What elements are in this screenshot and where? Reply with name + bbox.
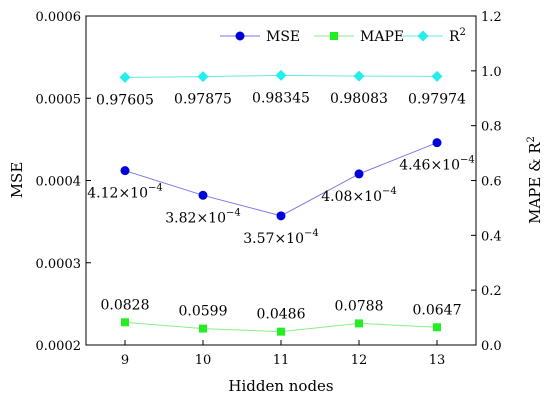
mape-legend-label-text: MAPE — [360, 29, 404, 45]
y-right-tick-label: 0.6 — [481, 175, 502, 190]
y-right-tick-label: 0.4 — [481, 229, 502, 244]
x-tick-label: 11 — [273, 353, 290, 368]
y-right-axis-title-sup: 2 — [526, 136, 537, 142]
y-left-tick-label: 0.0003 — [36, 257, 82, 272]
mse-data-label-exp: −4 — [382, 186, 397, 197]
mse-point — [354, 169, 364, 179]
r-legend-label-sup: 2 — [460, 27, 466, 38]
y-right-tick-label: 1.2 — [481, 10, 502, 25]
y-left-tick-label: 0.0002 — [36, 339, 82, 354]
mse-data-label-base: 3.82×10 — [165, 210, 226, 226]
mse-data-label-base: 3.57×10 — [243, 231, 304, 247]
mse-data-label: 3.82×10−4 — [165, 207, 240, 226]
y-left-tick-label: 0.0005 — [36, 92, 82, 107]
mape-data-label: 0.0486 — [257, 307, 306, 323]
y-left-tick-label: 0.0004 — [36, 175, 82, 190]
plot-frame — [85, 15, 477, 346]
mse-point — [276, 211, 286, 221]
r-point — [197, 71, 209, 83]
mape-data-label: 0.0599 — [179, 304, 228, 320]
mse-data-label-exp: −4 — [460, 155, 475, 166]
y-right-tick-label: 1.0 — [481, 65, 502, 80]
ticks-layer: 9 10 11 12 13 0.0002 0.0003 0.0004 0.0005 0.0006 0… — [36, 10, 502, 368]
mse-point — [198, 190, 208, 200]
legend: MSE MAPE R2 — [220, 27, 466, 45]
y-left-tick-label: 0.0006 — [36, 10, 82, 25]
r-data-label: 0.97605 — [96, 92, 154, 108]
mape-point — [355, 319, 363, 328]
data-labels-layer: 4.12×10−43.82×10−43.57×10−44.08×10−44.46… — [87, 90, 474, 322]
r-data-label: 0.97974 — [408, 91, 466, 107]
mse-legend-label-text: MSE — [266, 29, 300, 45]
mape-data-label: 0.0828 — [101, 297, 150, 313]
mse-data-label: 4.12×10−4 — [87, 183, 162, 202]
r-legend-label: R2 — [449, 27, 466, 45]
series-layer — [119, 69, 443, 336]
mape-point — [433, 323, 441, 332]
r-legend-label-base: R — [449, 29, 460, 45]
y-left-axis-title: MSE — [8, 162, 26, 199]
r-data-label: 0.98083 — [330, 91, 388, 107]
y-right-tick-label: 0.8 — [481, 120, 502, 135]
mse-series-line — [124, 142, 438, 217]
x-tick-label: 9 — [121, 353, 129, 368]
mape-data-label: 0.0647 — [413, 302, 462, 318]
r-data-label: 0.98345 — [252, 90, 310, 106]
mse-data-label-base: 4.12×10 — [87, 186, 148, 202]
y-right-axis-title-base: MAPE & R — [526, 142, 544, 224]
r-point — [275, 69, 287, 81]
y-right-tick-label: 0.2 — [481, 284, 502, 299]
mse-legend-label: MSE — [266, 29, 300, 45]
mape-point — [199, 324, 207, 333]
mse-data-label-base: 4.08×10 — [321, 189, 382, 205]
r-point — [431, 70, 443, 82]
mse-data-label: 4.46×10−4 — [399, 155, 474, 174]
mse-data-label-exp: −4 — [226, 207, 241, 218]
r-data-label: 0.97875 — [174, 92, 232, 108]
mse-data-label-base: 4.46×10 — [399, 158, 460, 174]
x-tick-label: 12 — [351, 353, 368, 368]
mse-data-label-exp: −4 — [304, 228, 319, 239]
mse-data-label: 3.57×10−4 — [243, 228, 318, 247]
x-axis-title: Hidden nodes — [228, 377, 333, 395]
mape-legend-label: MAPE — [360, 29, 404, 45]
mse-data-label-exp: −4 — [148, 183, 163, 194]
mse-data-label: 4.08×10−4 — [321, 186, 396, 205]
mse-legend-marker — [235, 31, 245, 41]
mape-legend-marker — [330, 32, 338, 40]
mape-data-label: 0.0788 — [335, 298, 384, 314]
mse-point — [432, 138, 442, 148]
r-point — [119, 71, 131, 83]
mape-point — [121, 318, 129, 327]
mse-point — [120, 166, 130, 176]
r-point — [353, 70, 365, 82]
x-tick-label: 10 — [195, 353, 212, 368]
x-tick-label: 13 — [429, 353, 446, 368]
r-legend-marker — [417, 30, 429, 42]
y-right-tick-label: 0.0 — [481, 339, 502, 354]
mape-point — [277, 327, 285, 336]
y-right-axis-title: MAPE & R2 — [526, 136, 544, 224]
